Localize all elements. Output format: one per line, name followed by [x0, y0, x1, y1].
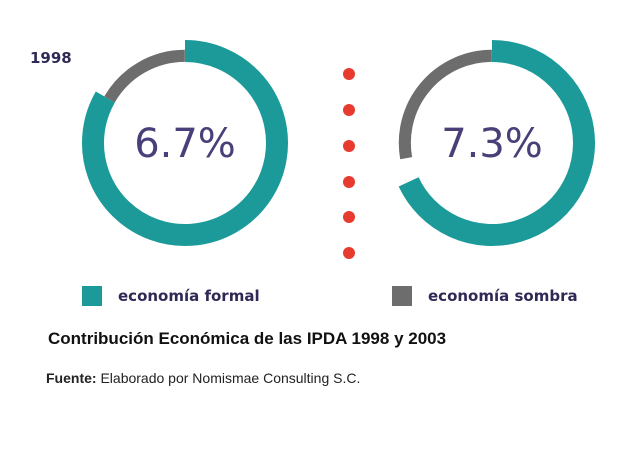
donut-2-slice-sombra [398, 49, 492, 160]
legend-swatch-formal [82, 286, 102, 306]
legend-label-sombra: economía sombra [428, 287, 578, 305]
separator-dot [343, 176, 355, 188]
donut-chart-1998: 6.7% 1998 [30, 40, 288, 246]
donut-chart-2003: 7.3% [398, 40, 595, 246]
source-prefix: Fuente: [46, 370, 97, 386]
separator-dot [343, 140, 355, 152]
separator-dot [343, 68, 355, 80]
donut-charts: 6.7% 1998 7.3% [30, 40, 595, 259]
donut-1-center-label: 6.7% [134, 121, 236, 167]
donut-2-center-label: 7.3% [441, 121, 543, 167]
donut-1-year-label: 1998 [30, 49, 72, 67]
source-text: Elaborado por Nomismae Consulting S.C. [100, 370, 361, 386]
donut-1-slice-formal [82, 40, 288, 246]
donut-2-slice-formal [398, 40, 595, 246]
chart-caption: Contribución Económica de las IPDA 1998 … [48, 329, 447, 348]
legend-label-formal: economía formal [118, 287, 260, 305]
donut-1-slice-sombra [104, 49, 186, 103]
source-note: Fuente: Elaborado por Nomismae Consultin… [46, 370, 360, 386]
separator-dot [343, 104, 355, 116]
separator-dots [343, 68, 355, 259]
separator-dot [343, 211, 355, 223]
separator-dot [343, 247, 355, 259]
legend-swatch-sombra [392, 286, 412, 306]
